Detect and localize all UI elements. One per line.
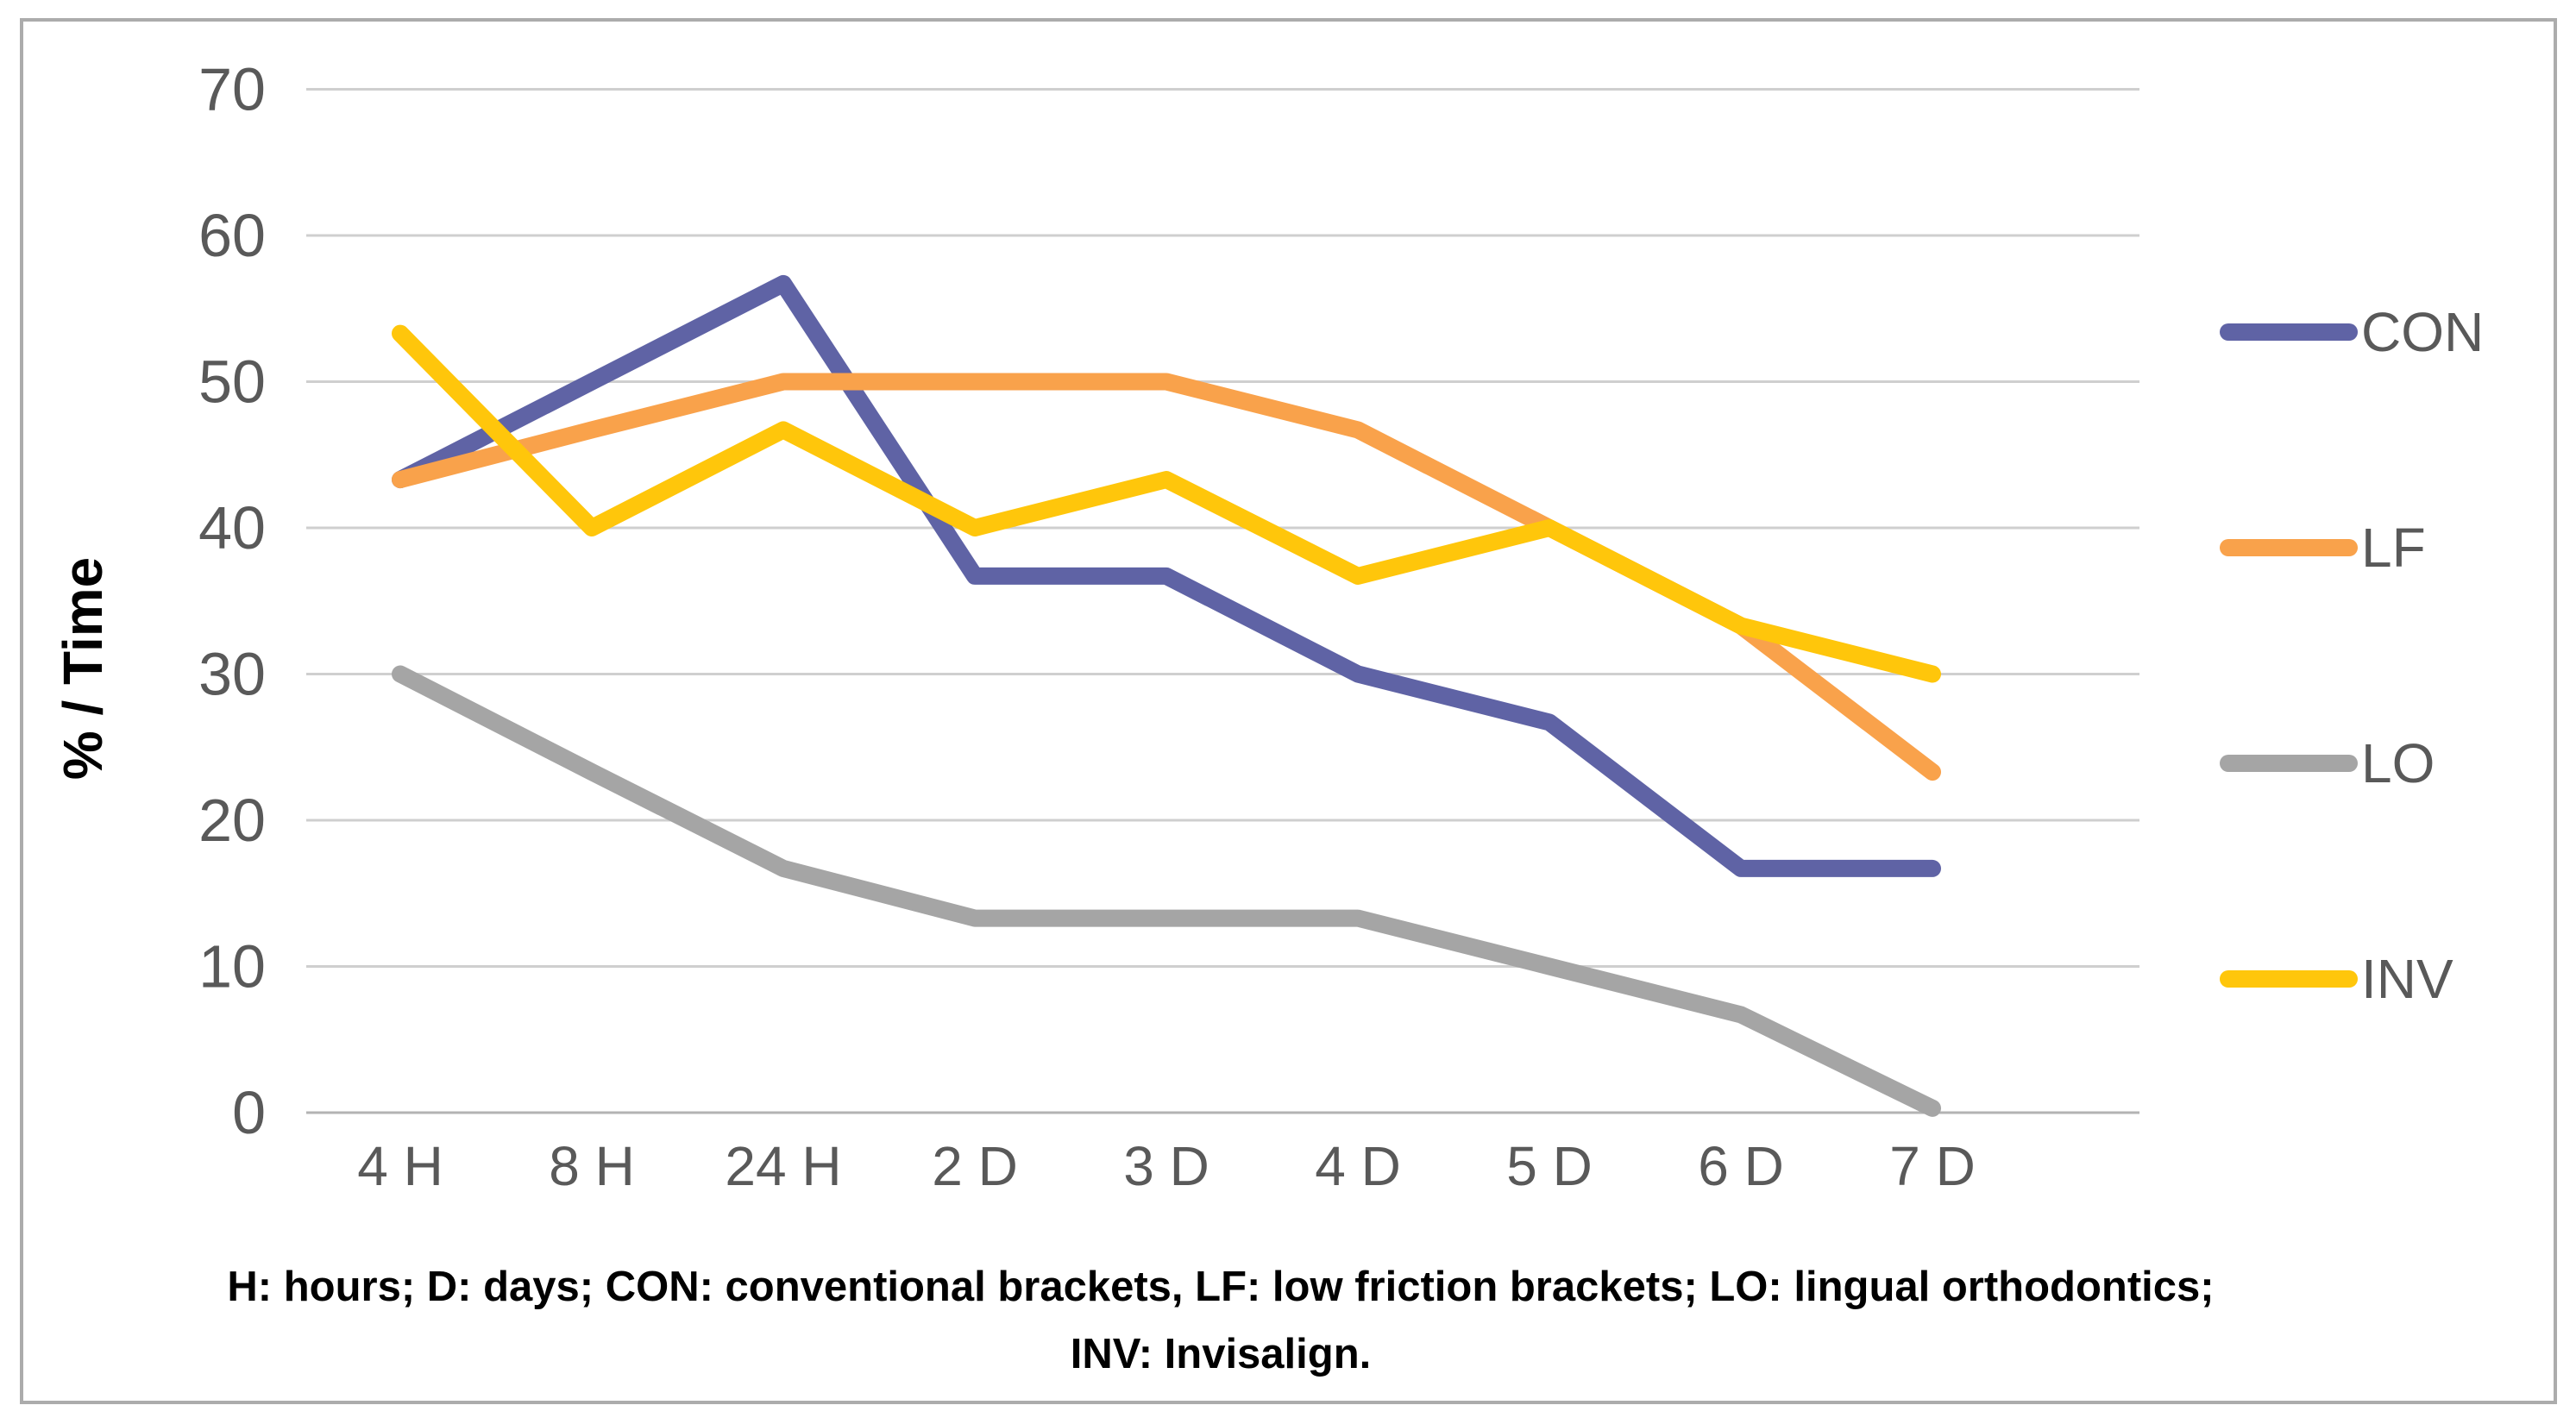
y-tick-label: 30 <box>198 641 266 708</box>
data-series <box>392 274 1941 1117</box>
legend-label: LF <box>2361 517 2426 579</box>
y-tick-label: 0 <box>232 1079 266 1146</box>
legend: CON LF LO INV <box>2220 301 2484 1010</box>
x-tick-label: 8 H <box>549 1135 635 1197</box>
x-tick-label: 5 D <box>1506 1135 1593 1197</box>
series-line-con <box>392 274 1941 877</box>
legend-label: CON <box>2361 301 2484 363</box>
y-tick-label: 20 <box>198 787 266 854</box>
caption-line-2: INV: Invisalign. <box>1071 1331 1372 1377</box>
y-axis-title: % / Time <box>52 557 114 780</box>
x-tick-label: 7 D <box>1889 1135 1976 1197</box>
x-tick-label: 3 D <box>1123 1135 1209 1197</box>
gridlines <box>306 88 2139 1114</box>
legend-label: INV <box>2361 948 2453 1010</box>
x-tick-label: 6 D <box>1698 1135 1784 1197</box>
y-tick-label: 50 <box>198 348 266 416</box>
x-tick-label: 24 H <box>725 1135 841 1197</box>
y-axis-tick-labels: 0 10 20 30 40 50 60 70 <box>198 56 266 1147</box>
y-tick-label: 60 <box>198 202 266 269</box>
caption-line-1: H: hours; D: days; CON: conventional bra… <box>227 1264 2214 1310</box>
legend-item-inv: INV <box>2220 948 2453 1010</box>
legend-item-con: CON <box>2220 301 2484 363</box>
legend-item-lf: LF <box>2220 517 2426 579</box>
figure-border <box>20 18 2557 1404</box>
x-tick-label: 4 D <box>1315 1135 1401 1197</box>
y-tick-label: 10 <box>198 933 266 1001</box>
y-tick-label: 70 <box>198 56 266 123</box>
series-line-inv <box>392 324 1941 683</box>
x-axis-tick-labels: 4 H 8 H 24 H 2 D 3 D 4 D 5 D 6 D 7 D <box>357 1135 1976 1197</box>
y-tick-label: 40 <box>198 494 266 561</box>
legend-item-lo: LO <box>2220 732 2435 794</box>
legend-label: LO <box>2361 732 2435 794</box>
x-tick-label: 4 H <box>357 1135 443 1197</box>
series-line-lo <box>392 665 1941 1117</box>
x-tick-label: 2 D <box>932 1135 1018 1197</box>
